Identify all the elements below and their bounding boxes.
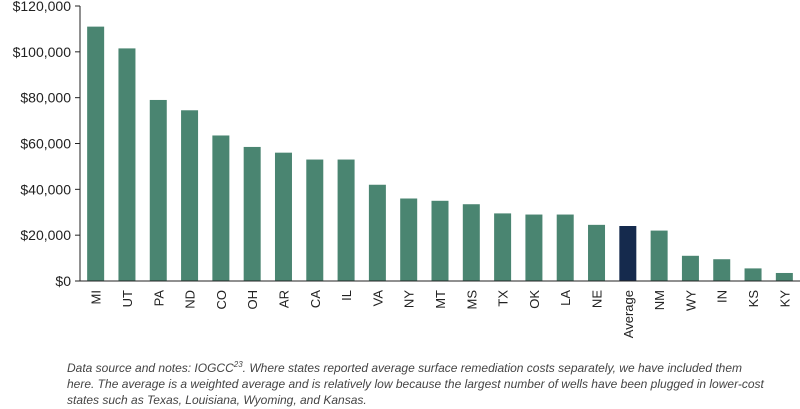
bar xyxy=(181,110,199,281)
x-tick-label: OK xyxy=(527,290,542,309)
x-tick-label: Average xyxy=(621,290,636,338)
x-tick-label: VA xyxy=(370,290,385,307)
bar xyxy=(588,224,606,281)
bar xyxy=(337,159,355,281)
bar xyxy=(243,146,261,281)
y-tick-label: $120,000 xyxy=(13,0,72,14)
x-tick-label: IN xyxy=(715,290,730,303)
x-tick-label: MT xyxy=(433,290,448,309)
bar xyxy=(306,159,324,281)
bar xyxy=(212,135,230,281)
y-tick-label: $100,000 xyxy=(13,44,72,60)
bar-average xyxy=(619,226,637,281)
y-tick-label: $60,000 xyxy=(20,136,71,152)
x-tick-label: KY xyxy=(777,290,792,308)
bar xyxy=(556,214,574,281)
x-tick-label: MS xyxy=(464,290,479,310)
x-tick-label: CO xyxy=(214,290,229,310)
bar xyxy=(713,259,731,281)
y-tick-label: $20,000 xyxy=(20,227,71,243)
y-tick-label: $80,000 xyxy=(20,90,71,106)
bar xyxy=(431,200,449,281)
y-tick-label: $0 xyxy=(55,273,71,289)
y-tick-label: $40,000 xyxy=(20,181,71,197)
x-tick-label: TX xyxy=(496,290,511,307)
bar xyxy=(681,255,699,281)
x-tick-label: NY xyxy=(402,290,417,308)
bar xyxy=(149,99,167,281)
bar xyxy=(274,152,292,281)
x-tick-label: ND xyxy=(183,290,198,309)
x-tick-label: MI xyxy=(89,290,104,304)
x-tick-label: NE xyxy=(590,290,605,308)
x-tick-label: KS xyxy=(746,290,761,308)
bar xyxy=(744,268,762,281)
bar xyxy=(525,214,543,281)
x-tick-label: IL xyxy=(339,290,354,301)
x-tick-label: UT xyxy=(120,290,135,307)
x-tick-label: OH xyxy=(245,290,260,310)
footnote-reference: 23 xyxy=(233,360,243,369)
bar xyxy=(87,26,105,281)
bar xyxy=(462,204,480,281)
footnote-prefix: Data source and notes: IOGCC xyxy=(67,361,234,375)
x-tick-label: PA xyxy=(151,290,166,307)
bar xyxy=(118,48,136,282)
bar-chart: $0 $20,000 $40,000 $60,000 $80,000 $100,000 $1… xyxy=(13,0,800,338)
chart-footnote: Data source and notes: IOGCC23. Where st… xyxy=(67,357,767,408)
x-tick-label: LA xyxy=(558,290,573,306)
bar xyxy=(368,184,386,281)
footnote-text: . Where states reported average surface … xyxy=(67,361,764,407)
x-tick-label: AR xyxy=(276,290,291,308)
x-tick-label: CA xyxy=(308,290,323,308)
x-tick-label: WY xyxy=(683,290,698,311)
bar xyxy=(650,230,668,281)
bar xyxy=(775,272,793,281)
bar xyxy=(494,213,512,281)
bar xyxy=(400,198,418,281)
x-tick-label: NM xyxy=(652,290,667,310)
